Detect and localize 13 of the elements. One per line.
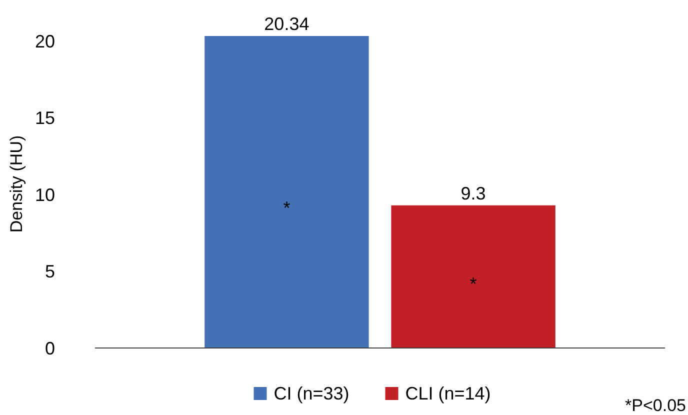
y-tick-label: 5 — [44, 262, 55, 282]
y-tick-label: 20 — [34, 32, 55, 52]
text: *P<0.05 — [625, 396, 686, 415]
y-tick-label: 15 — [34, 108, 55, 128]
data-label: 9.3 — [460, 183, 486, 204]
legend-label: CI (n=33) — [274, 383, 350, 404]
legend-label: CLI (n=14) — [405, 383, 491, 404]
y-axis-title: Density (HU) — [7, 135, 26, 233]
y-tick-label: 0 — [44, 338, 55, 358]
annotation: * — [283, 198, 290, 218]
y-tick-label: 10 — [34, 184, 55, 205]
data-label: 20.34 — [264, 14, 310, 34]
annotation: * — [470, 274, 477, 294]
